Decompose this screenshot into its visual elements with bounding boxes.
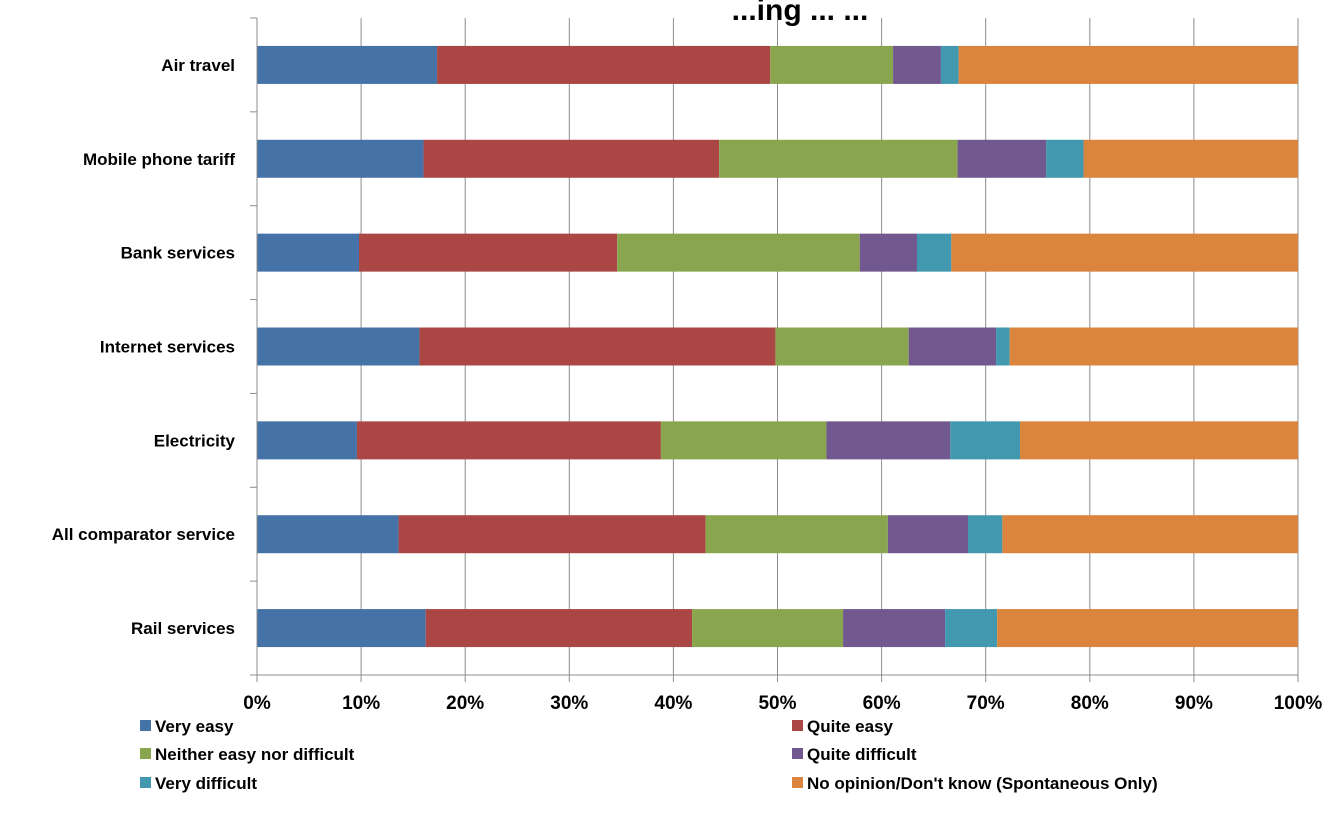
bar-internet-services-neither-easy-nor-difficult bbox=[775, 327, 909, 366]
x-tick-label: 90% bbox=[1175, 693, 1213, 714]
bar-mobile-phone-tariff-quite-easy bbox=[423, 139, 720, 178]
bar-bank-services-quite-difficult bbox=[859, 233, 917, 272]
bar-rail-services-very-easy bbox=[257, 609, 426, 648]
bar-mobile-phone-tariff-very-easy bbox=[257, 139, 424, 178]
bar-air-travel-neither-easy-nor-difficult bbox=[770, 45, 894, 84]
axes bbox=[250, 17, 1299, 682]
category-label-rail-services: Rail services bbox=[131, 619, 235, 638]
bar-electricity-no-opinion-don-t-know-spontaneous-only bbox=[1020, 421, 1298, 460]
x-tick-label: 10% bbox=[342, 693, 380, 714]
legend-label-very-easy: Very easy bbox=[155, 717, 234, 736]
legend-label-quite-easy: Quite easy bbox=[807, 717, 894, 736]
category-label-all-comparator-service: All comparator service bbox=[52, 525, 235, 544]
x-tick-label: 100% bbox=[1274, 693, 1323, 714]
bar-mobile-phone-tariff-very-difficult bbox=[1046, 139, 1084, 178]
legend-swatch-no-opinion-don-t-know-spontaneous-only bbox=[792, 777, 803, 788]
bar-rail-services-neither-easy-nor-difficult bbox=[692, 609, 844, 648]
bar-rail-services-no-opinion-don-t-know-spontaneous-only bbox=[997, 609, 1298, 648]
bar-mobile-phone-tariff-quite-difficult bbox=[957, 139, 1047, 178]
bar-all-comparator-service-very-easy bbox=[257, 515, 399, 554]
x-tick-label: 20% bbox=[446, 693, 484, 714]
x-tick-label: 30% bbox=[550, 693, 588, 714]
category-label-air-travel: Air travel bbox=[161, 56, 235, 75]
x-tick-label: 70% bbox=[967, 693, 1005, 714]
bar-air-travel-very-easy bbox=[257, 45, 438, 84]
legend: Very easy Quite easy Neither easy nor diff… bbox=[140, 717, 1158, 793]
chart-title: ...ing ... ... bbox=[732, 0, 869, 27]
x-tick-label: 40% bbox=[654, 693, 692, 714]
legend-label-very-difficult: Very difficult bbox=[155, 774, 257, 793]
legend-label-neither-easy-nor-difficult: Neither easy nor difficult bbox=[155, 745, 355, 764]
legend-swatch-quite-easy bbox=[792, 720, 803, 731]
bar-bank-services-neither-easy-nor-difficult bbox=[617, 233, 860, 272]
bar-bank-services-very-easy bbox=[257, 233, 360, 272]
legend-swatch-very-difficult bbox=[140, 777, 151, 788]
x-tick-labels: 0% 10% 20% 30% 40% 50% 60% 70% 80% 90% 100% bbox=[243, 693, 1322, 714]
bar-internet-services-quite-difficult bbox=[908, 327, 997, 366]
category-labels: Air travel Mobile phone tariff Bank servic… bbox=[52, 56, 236, 638]
category-label-mobile-phone-tariff: Mobile phone tariff bbox=[83, 150, 235, 169]
bar-mobile-phone-tariff-no-opinion-don-t-know-spontaneous-only bbox=[1083, 139, 1298, 178]
bar-bank-services-quite-easy bbox=[359, 233, 618, 272]
bar-rail-services-very-difficult bbox=[945, 609, 998, 648]
bar-electricity-very-difficult bbox=[950, 421, 1021, 460]
bar-all-comparator-service-very-difficult bbox=[968, 515, 1003, 554]
category-label-electricity: Electricity bbox=[154, 431, 236, 450]
bar-electricity-quite-easy bbox=[356, 421, 661, 460]
x-tick-label: 50% bbox=[758, 693, 796, 714]
bar-all-comparator-service-neither-easy-nor-difficult bbox=[705, 515, 888, 554]
bar-bank-services-very-difficult bbox=[916, 233, 952, 272]
legend-label-quite-difficult: Quite difficult bbox=[807, 745, 917, 764]
category-label-bank-services: Bank services bbox=[121, 244, 235, 263]
bar-mobile-phone-tariff-neither-easy-nor-difficult bbox=[719, 139, 958, 178]
legend-swatch-neither-easy-nor-difficult bbox=[140, 748, 151, 759]
bar-electricity-quite-difficult bbox=[826, 421, 951, 460]
x-tick-label: 80% bbox=[1071, 693, 1109, 714]
legend-label-no-opinion-don-t-know-spontaneous-only: No opinion/Don't know (Spontaneous Only) bbox=[807, 774, 1158, 793]
bar-internet-services-quite-easy bbox=[419, 327, 776, 366]
bar-air-travel-no-opinion-don-t-know-spontaneous-only bbox=[958, 45, 1298, 84]
bar-rail-services-quite-difficult bbox=[843, 609, 946, 648]
bar-electricity-very-easy bbox=[257, 421, 357, 460]
bar-air-travel-quite-easy bbox=[437, 45, 771, 84]
bar-all-comparator-service-quite-difficult bbox=[887, 515, 969, 554]
bar-air-travel-very-difficult bbox=[940, 45, 959, 84]
bar-bank-services-no-opinion-don-t-know-spontaneous-only bbox=[951, 233, 1298, 272]
legend-swatch-quite-difficult bbox=[792, 748, 803, 759]
bar-all-comparator-service-no-opinion-don-t-know-spontaneous-only bbox=[1002, 515, 1298, 554]
category-label-internet-services: Internet services bbox=[100, 338, 235, 357]
bar-rail-services-quite-easy bbox=[425, 609, 693, 648]
bar-internet-services-no-opinion-don-t-know-spontaneous-only bbox=[1009, 327, 1298, 366]
x-tick-label: 60% bbox=[863, 693, 901, 714]
bar-internet-services-very-difficult bbox=[996, 327, 1010, 366]
bar-electricity-neither-easy-nor-difficult bbox=[660, 421, 827, 460]
bar-all-comparator-service-quite-easy bbox=[398, 515, 706, 554]
bar-air-travel-quite-difficult bbox=[893, 45, 941, 84]
bars bbox=[257, 45, 1298, 648]
x-tick-label: 0% bbox=[243, 693, 271, 714]
bar-internet-services-very-easy bbox=[257, 327, 420, 366]
legend-swatch-very-easy bbox=[140, 720, 151, 731]
